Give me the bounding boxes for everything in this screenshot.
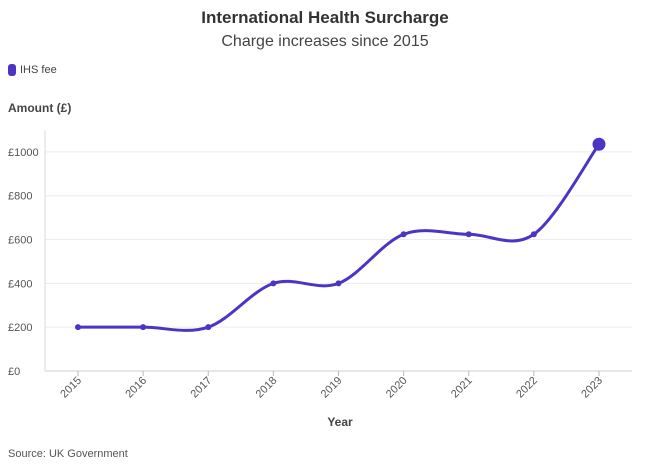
y-axis-title: Amount (£): [8, 101, 72, 115]
series-line-ihs-fee: [76, 142, 601, 332]
x-tick-label: 2019: [319, 375, 345, 401]
y-tick-label: £200: [8, 322, 32, 334]
x-tick-label: 2023: [579, 375, 605, 401]
x-axis-title: Year: [327, 415, 353, 429]
y-tick-label: £600: [8, 235, 32, 247]
source-note: Source: UK Government: [8, 448, 128, 460]
x-tick-label: 2016: [123, 375, 149, 401]
x-tick-label: 2018: [254, 375, 280, 401]
x-tick-label: 2021: [449, 375, 475, 401]
data-point: [335, 280, 342, 287]
y-tick-label: £800: [8, 191, 32, 203]
legend-swatch: [8, 64, 16, 76]
y-tick-label: £0: [8, 366, 20, 378]
data-point: [530, 231, 537, 238]
data-point: [140, 324, 147, 331]
x-tick-label: 2017: [189, 375, 215, 401]
y-tick-label: £400: [8, 278, 32, 290]
legend-label: IHS fee: [20, 64, 57, 76]
chart-subtitle: Charge increases since 2015: [221, 33, 429, 50]
chart-title: International Health Surcharge: [201, 8, 449, 27]
data-point: [592, 137, 606, 151]
data-point: [400, 231, 407, 238]
legend[interactable]: IHS fee: [8, 64, 57, 76]
x-tick-label: 2020: [384, 375, 410, 401]
data-point: [75, 324, 81, 331]
x-tick-label: 2015: [58, 375, 84, 401]
x-tick-label: 2022: [514, 375, 540, 401]
data-point: [205, 324, 212, 331]
data-point: [465, 231, 472, 238]
data-point: [270, 280, 277, 287]
y-tick-label: £1000: [8, 147, 39, 159]
